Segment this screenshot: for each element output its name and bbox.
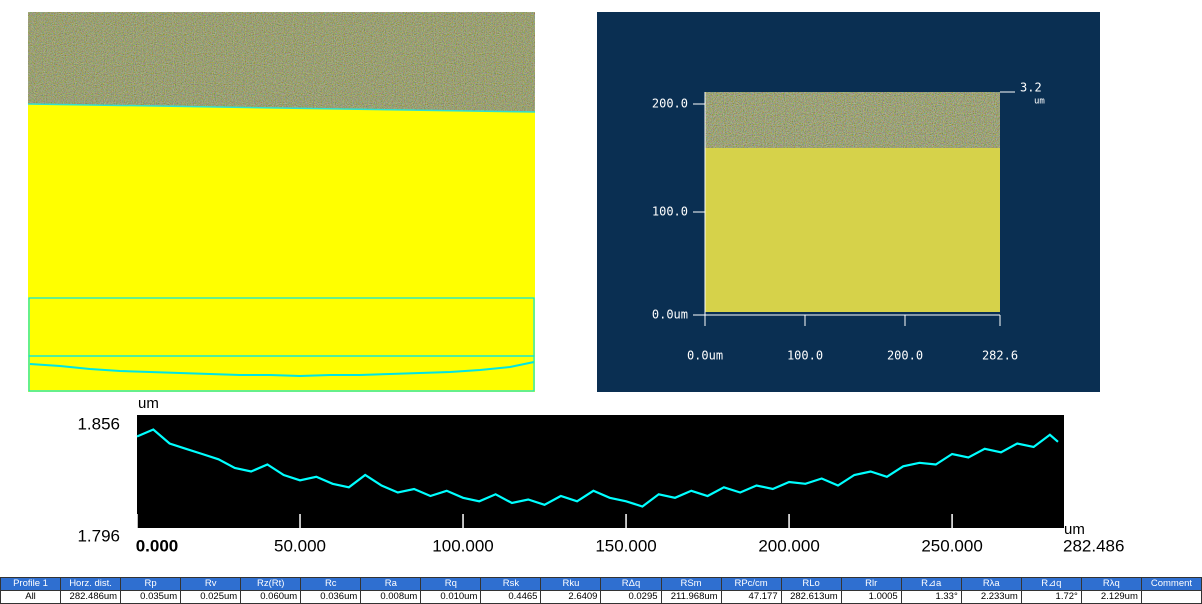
header-cell: Rlr [840, 577, 902, 591]
header-cell: Rz(Rt) [240, 577, 302, 591]
empty-cell [1140, 590, 1202, 604]
x-tick-label: 150.000 [595, 536, 656, 555]
x-tick-label: 200.000 [758, 536, 819, 555]
header-cell: RPc/cm [720, 577, 782, 591]
view-x-label: 282.6 [982, 349, 1018, 363]
header-cell: Rc [300, 577, 362, 591]
edge-line [27, 103, 536, 113]
header-cell: RΔq [600, 577, 662, 591]
profile-line [136, 428, 1059, 508]
header-cell: Comment [1140, 577, 1202, 591]
header-cell: Rp [120, 577, 182, 591]
y-tick-label: 1.856 [77, 414, 120, 433]
data-cell: 1.0005 [840, 590, 902, 604]
image-profile-trace [29, 361, 535, 378]
x-tick-label: 50.000 [274, 536, 326, 555]
x-axis-label: um [1064, 521, 1085, 538]
data-cell: 282.486um [60, 590, 122, 604]
view-x-label: 0.0um [687, 349, 723, 363]
x-end-label: 282.486 [1063, 536, 1124, 555]
microscope-image [27, 12, 536, 392]
data-cell: 2.6409 [540, 590, 602, 604]
results-table: Profile 1 Horz. dist. Rp Rv Rz(Rt) Rc Ra Rq Rsk R… [0, 577, 1202, 604]
header-cell: Horz. dist. [60, 577, 122, 591]
data-cell: 0.0295 [600, 590, 662, 604]
data-cell: 0.036um [300, 590, 362, 604]
y-tick-label: 1.796 [77, 526, 120, 545]
header-cell: Rλa [960, 577, 1022, 591]
data-cell: 0.008um [360, 590, 422, 604]
data-cell: 282.613um [780, 590, 842, 604]
x-tick-label: 100.000 [432, 536, 493, 555]
header-row: Profile 1 Horz. dist. Rp Rv Rz(Rt) Rc Ra Rq Rsk R… [0, 577, 1202, 591]
header-cell: RLo [780, 577, 842, 591]
data-cell: 1.33° [900, 590, 962, 604]
data-cell: 1.72° [1020, 590, 1082, 604]
header-cell: Rq [420, 577, 482, 591]
header-cell: Rλq [1080, 577, 1142, 591]
data-cell: 2.129um [1080, 590, 1142, 604]
header-cell: R⊿a [900, 577, 962, 591]
view-y-label: 100.0 [652, 205, 688, 219]
view-y-label: 0.0um [652, 308, 688, 322]
header-cell: Profile 1 [0, 577, 62, 591]
data-cell: 0.4465 [480, 590, 542, 604]
x-tick-label: 0.000 [136, 536, 179, 555]
data-cell: 211.968um [660, 590, 722, 604]
view-x-label: 100.0 [787, 349, 823, 363]
data-cell: 0.035um [120, 590, 182, 604]
screen: 200.0 100.0 0.0um 0.0um 100.0 200.0 282.6 3.2 um… [27, 12, 1124, 556]
data-cell: 0.060um [240, 590, 302, 604]
data-cell: All [0, 590, 62, 604]
y-axis-label: um [138, 395, 159, 412]
image-rough [28, 12, 535, 112]
data-cell: 0.010um [420, 590, 482, 604]
view-x-label: 200.0 [887, 349, 923, 363]
view-z-unit: um [1034, 97, 1045, 107]
x-tick-label: 250.000 [921, 536, 982, 555]
header-cell: RSm [660, 577, 722, 591]
header-cell: Rku [540, 577, 602, 591]
header-cell: Rv [180, 577, 242, 591]
header-cell: Rsk [480, 577, 542, 591]
surface-flat [705, 148, 1000, 312]
surface-rough [705, 92, 1000, 148]
header-cell: R⊿q [1020, 577, 1082, 591]
data-cell: 2.233um [960, 590, 1022, 604]
plot-background [137, 415, 1064, 528]
header-cell: Ra [360, 577, 422, 591]
data-row: All 282.486um 0.035um 0.025um 0.060um 0.036um… [0, 590, 1202, 604]
view-z-value: 3.2 [1020, 81, 1042, 95]
data-cell: 0.025um [180, 590, 242, 604]
profile-box [28, 355, 535, 392]
surface-3d-view: 200.0 100.0 0.0um 0.0um 100.0 200.0 282.6 3.2 um [597, 12, 1100, 392]
data-cell: 47.177 [720, 590, 782, 604]
view-y-label: 200.0 [652, 97, 688, 111]
profile-chart: um um 1.856 1.796 0.000 50.000 100.000 150.000 2… [77, 395, 1124, 556]
